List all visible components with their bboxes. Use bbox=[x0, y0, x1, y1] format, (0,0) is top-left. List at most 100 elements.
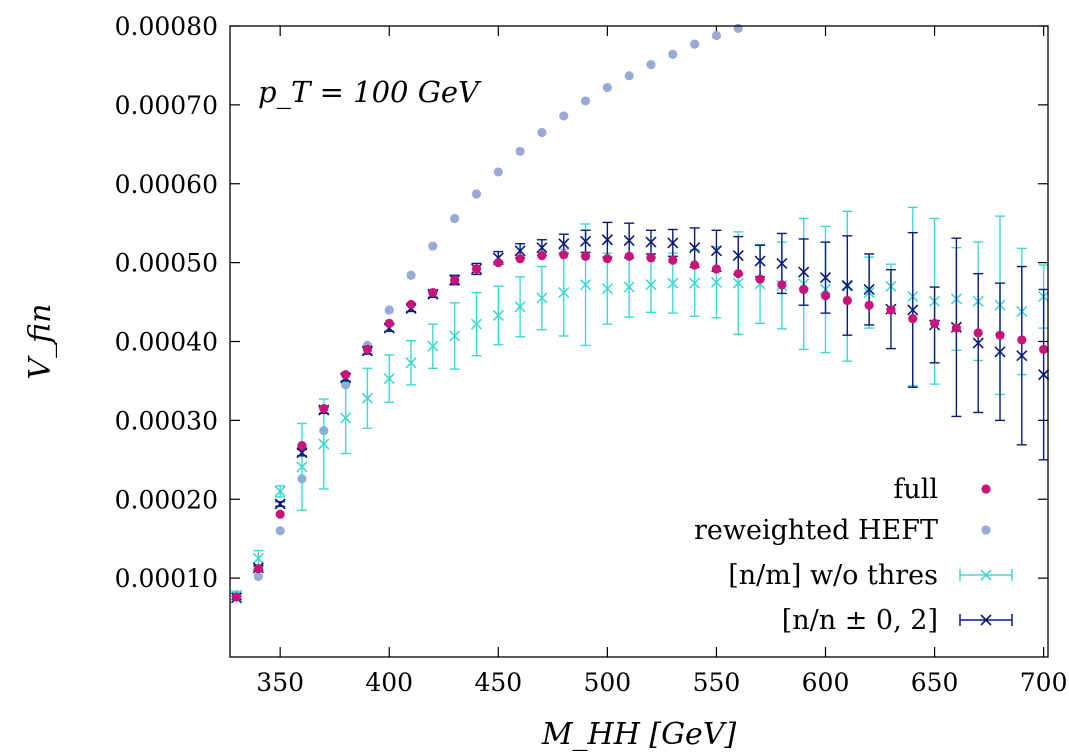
y-tick-label: 0.00010 bbox=[115, 564, 218, 593]
nm-point bbox=[732, 277, 744, 289]
heft-point bbox=[559, 111, 569, 121]
y-tick-label: 0.00030 bbox=[115, 406, 218, 435]
full-point bbox=[646, 253, 656, 263]
full-point bbox=[711, 264, 722, 274]
nn-point bbox=[536, 242, 548, 254]
legend-label-nm: [n/m] w/o thres bbox=[728, 560, 938, 591]
x-tick-label: 350 bbox=[256, 668, 304, 697]
legend-label-nn: [n/n ± 0, 2] bbox=[782, 605, 938, 636]
nn-point bbox=[754, 255, 766, 267]
full-point bbox=[668, 255, 678, 265]
full-point bbox=[1039, 344, 1049, 354]
nn-point bbox=[863, 283, 875, 296]
series-heft bbox=[231, 23, 743, 600]
full-point bbox=[733, 269, 743, 279]
full-point bbox=[319, 403, 329, 414]
nm-point bbox=[667, 277, 679, 289]
nm-point bbox=[536, 292, 548, 304]
nm-point bbox=[558, 287, 570, 299]
heft-point bbox=[471, 189, 482, 199]
nm-point bbox=[579, 279, 592, 291]
nm-point bbox=[252, 552, 264, 564]
legend-symbol-nn bbox=[959, 614, 1013, 626]
full-point bbox=[842, 295, 852, 306]
y-tick-label: 0.00050 bbox=[115, 249, 218, 278]
full-point bbox=[406, 299, 416, 310]
heft-point bbox=[602, 82, 612, 93]
y-tick-label: 0.00070 bbox=[115, 91, 218, 120]
heft-point bbox=[690, 39, 700, 49]
heft-point bbox=[515, 146, 525, 157]
x-tick-label: 450 bbox=[474, 668, 522, 697]
nm-point bbox=[514, 301, 526, 313]
full-point bbox=[777, 280, 787, 290]
full-point bbox=[908, 314, 918, 324]
heft-point bbox=[450, 213, 460, 224]
nm-point bbox=[645, 279, 657, 291]
full-point bbox=[275, 509, 285, 519]
full-point bbox=[559, 250, 569, 260]
full-point bbox=[362, 344, 373, 354]
plot-frame bbox=[229, 25, 1049, 658]
nn-point bbox=[841, 279, 853, 292]
full-point bbox=[537, 250, 547, 261]
nm-point bbox=[601, 283, 613, 295]
full-point bbox=[450, 275, 460, 285]
nm-point bbox=[492, 309, 504, 322]
nn-point bbox=[623, 234, 635, 247]
full-point bbox=[471, 264, 482, 274]
full-point bbox=[755, 274, 765, 284]
x-tick-label: 600 bbox=[802, 668, 850, 697]
heft-point bbox=[428, 241, 438, 251]
series-layer bbox=[230, 23, 1050, 604]
series-full bbox=[231, 250, 1049, 602]
legend-symbol-heft bbox=[981, 525, 991, 535]
y-tick-label: 0.00060 bbox=[115, 170, 218, 199]
nn-point bbox=[1016, 350, 1028, 362]
full-point bbox=[864, 300, 874, 310]
nn-point bbox=[645, 236, 657, 248]
x-axis-label: M_HH [GeV] bbox=[541, 717, 737, 752]
nn-point bbox=[710, 245, 723, 257]
full-point bbox=[929, 318, 940, 328]
nn-point bbox=[732, 249, 744, 262]
nm-point bbox=[274, 485, 286, 497]
full-point bbox=[253, 564, 263, 574]
full-point bbox=[820, 291, 831, 301]
annotation: p_T = 100 GeV bbox=[258, 75, 482, 110]
heft-point bbox=[253, 571, 263, 582]
nn-point bbox=[972, 337, 984, 349]
nm-point bbox=[296, 461, 308, 473]
full-point bbox=[231, 592, 242, 602]
legend-label-full: full bbox=[893, 474, 938, 505]
nn-point bbox=[798, 266, 810, 278]
nn-point bbox=[994, 346, 1006, 358]
nn-point bbox=[907, 304, 919, 316]
full-point bbox=[493, 258, 503, 268]
nn-point bbox=[296, 447, 308, 459]
heft-point bbox=[537, 127, 547, 138]
heft-point bbox=[406, 270, 416, 280]
nn-point bbox=[819, 272, 832, 284]
full-point bbox=[384, 318, 394, 328]
full-point bbox=[886, 305, 896, 315]
nm-point bbox=[340, 412, 352, 424]
heft-point bbox=[733, 23, 743, 33]
full-point bbox=[602, 254, 612, 264]
x-tick-label: 700 bbox=[1020, 668, 1068, 697]
x-tick-label: 650 bbox=[911, 668, 959, 697]
full-point bbox=[1017, 335, 1027, 345]
heft-point bbox=[668, 49, 678, 59]
nn-point bbox=[776, 257, 788, 269]
x-tick-label: 400 bbox=[365, 668, 413, 697]
full-point bbox=[690, 260, 700, 270]
full-point bbox=[580, 251, 591, 261]
nn-point bbox=[558, 238, 570, 250]
nm-point bbox=[361, 392, 373, 404]
x-tick-label: 500 bbox=[584, 668, 632, 697]
heft-point bbox=[493, 167, 503, 177]
y-tick-label: 0.00020 bbox=[115, 485, 218, 514]
full-point bbox=[428, 287, 438, 298]
full-point bbox=[995, 330, 1005, 340]
